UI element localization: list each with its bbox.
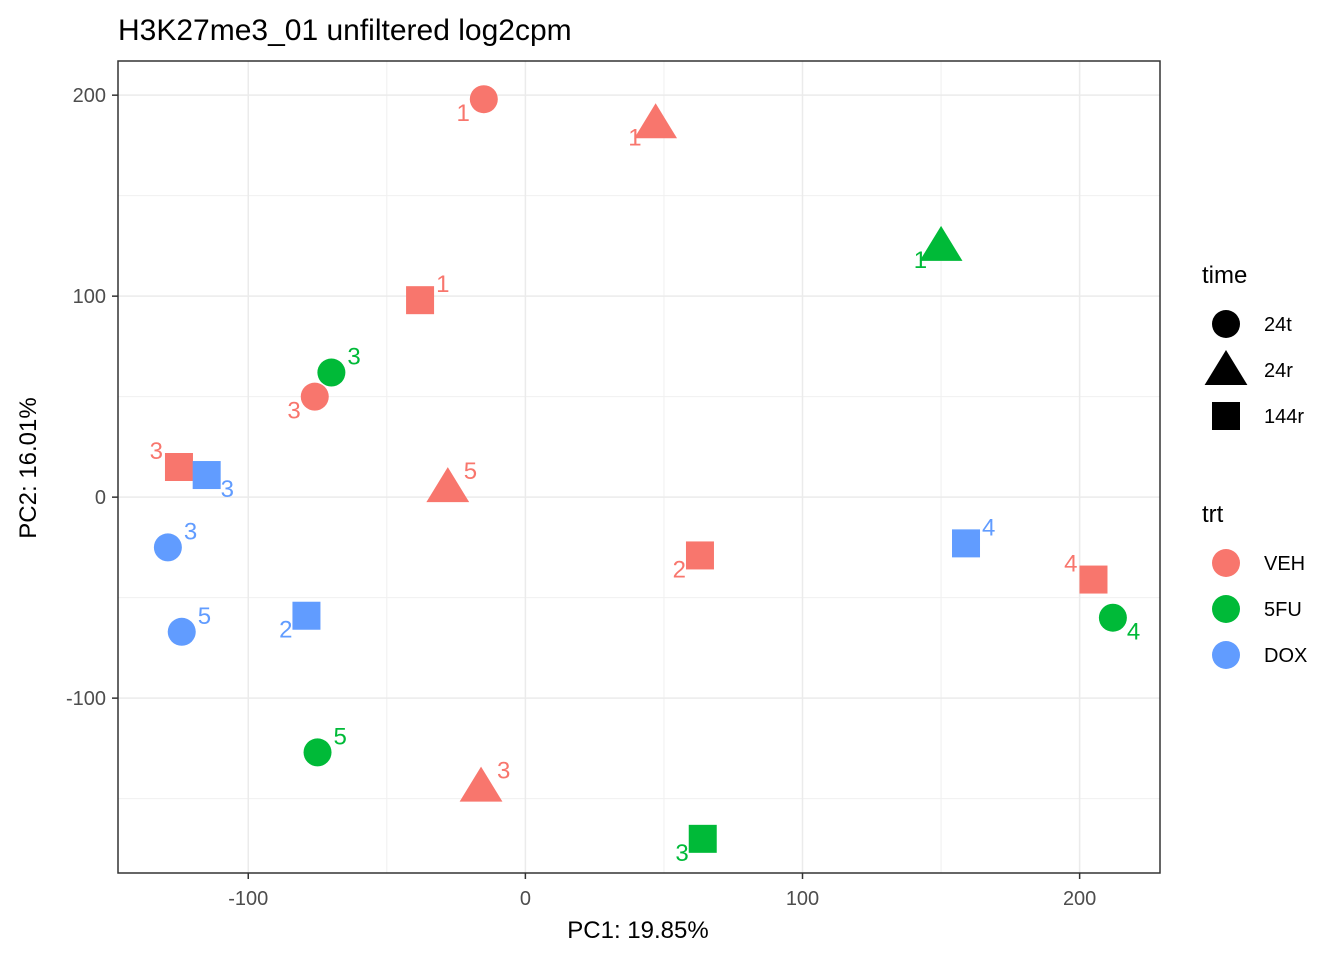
point-label: 1: [628, 124, 641, 151]
data-point: [1098, 603, 1127, 632]
legend-title: time: [1202, 262, 1247, 289]
y-axis-title: PC2: 16.01%: [15, 397, 42, 538]
legend-label: VEH: [1264, 553, 1305, 575]
data-point: [153, 533, 182, 562]
x-tick-label: 0: [520, 888, 531, 910]
point-label: 3: [150, 438, 163, 465]
data-point: [469, 85, 498, 114]
x-tick-label: -100: [228, 888, 268, 910]
x-axis-title: PC1: 19.85%: [567, 917, 708, 944]
point-label: 3: [497, 758, 510, 785]
legend-key: [1204, 350, 1248, 385]
point-label: 1: [436, 271, 449, 298]
grid: [118, 61, 1160, 873]
y-tick-label: -100: [66, 688, 106, 710]
point-label: 1: [456, 100, 469, 127]
data-point: [406, 286, 435, 315]
legend-label: 144r: [1264, 406, 1304, 428]
point-label: 3: [221, 476, 234, 503]
x-tick-label: 200: [1063, 888, 1096, 910]
data-point: [919, 225, 963, 261]
point-label: 2: [673, 556, 686, 583]
data-point: [303, 738, 332, 767]
x-tick-label: 100: [786, 888, 819, 910]
data-point: [952, 529, 981, 558]
point-label: 3: [347, 344, 360, 371]
legend-label: DOX: [1264, 645, 1307, 667]
legend-key: [1212, 641, 1240, 669]
y-tick-label: 200: [73, 85, 106, 107]
point-label: 3: [287, 398, 300, 425]
point-label: 4: [1127, 619, 1140, 646]
legend-key: [1212, 402, 1240, 430]
point-label: 2: [279, 617, 292, 644]
data-point: [317, 358, 346, 387]
data-point: [300, 382, 329, 411]
legend-label: 5FU: [1264, 599, 1302, 621]
data-point: [1079, 565, 1108, 594]
y-tick-label: 100: [73, 286, 106, 308]
legend-title: trt: [1202, 501, 1224, 528]
point-label: 4: [982, 514, 995, 541]
legend-label: 24r: [1264, 360, 1293, 382]
legend-key: [1212, 595, 1240, 623]
data-point: [192, 461, 221, 490]
point-label: 5: [464, 458, 477, 485]
legend-key: [1212, 310, 1240, 338]
data-point: [685, 541, 714, 570]
data-point: [426, 467, 470, 503]
point-label: 3: [184, 518, 197, 545]
x-axis: -100 0 100 200: [228, 873, 1096, 910]
y-axis: -100 0 100 200: [66, 85, 118, 710]
point-label: 5: [198, 603, 211, 630]
data-point: [459, 766, 503, 802]
chart-title: H3K27me3_01 unfiltered log2cpm: [118, 14, 572, 47]
data-point: [634, 103, 678, 139]
data-point: [164, 453, 193, 481]
data-point: [167, 617, 196, 646]
point-label: 4: [1064, 551, 1077, 578]
legend: time 24t 24r 144r trt VEH 5FU DOX: [1202, 262, 1307, 669]
point-label: 1: [914, 247, 927, 274]
point-label: 5: [334, 723, 347, 750]
panel-border: [117, 60, 1161, 874]
legend-key: [1212, 549, 1240, 577]
data-point: [688, 824, 717, 853]
y-tick-label: 0: [95, 487, 106, 509]
data-point: [292, 601, 321, 630]
point-label: 3: [675, 840, 688, 867]
legend-label: 24t: [1264, 314, 1292, 336]
data-points: [153, 85, 1127, 853]
